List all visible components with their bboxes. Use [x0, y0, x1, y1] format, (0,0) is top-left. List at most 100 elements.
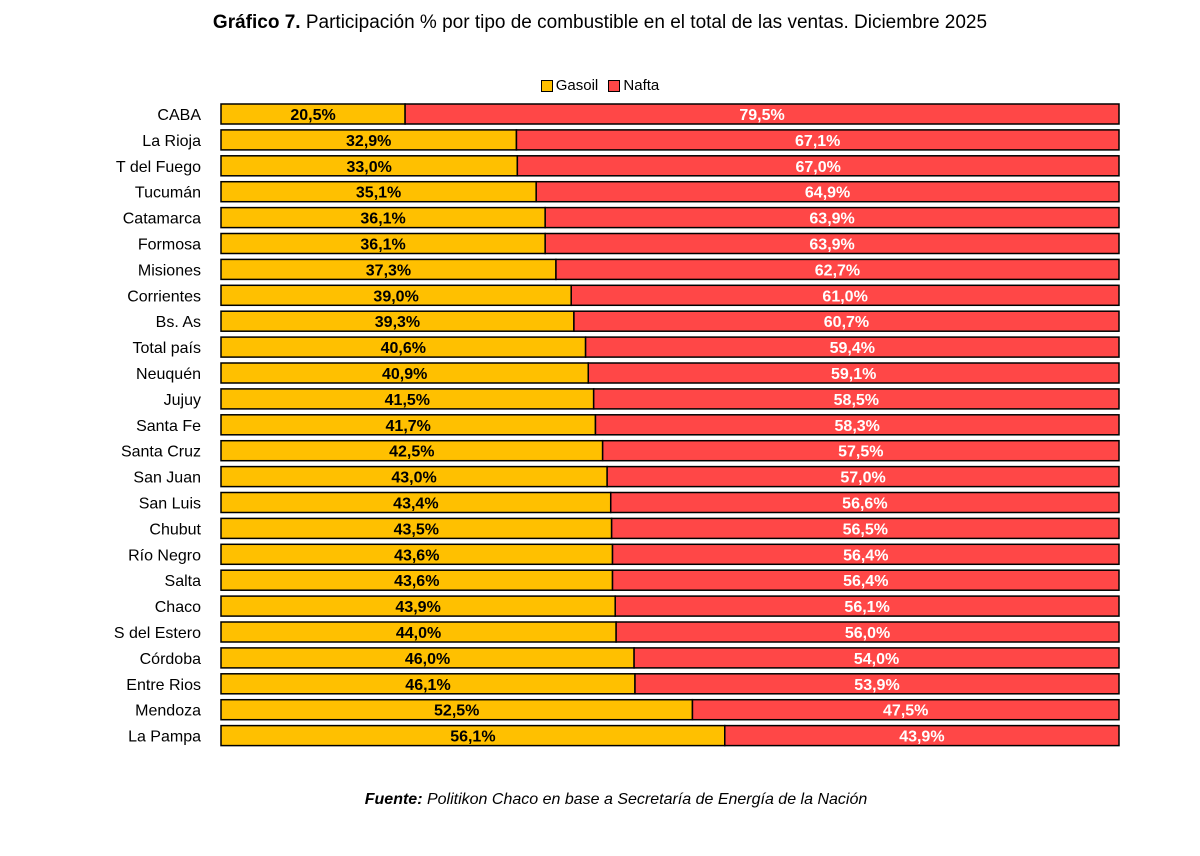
data-label-nafta: 54,0% [854, 651, 899, 668]
category-label: Neuquén [136, 366, 201, 383]
bar-nafta [544, 206, 1120, 229]
data-label-gasoil: 32,9% [346, 133, 391, 150]
bar-nafta [634, 673, 1120, 695]
data-label-nafta: 58,5% [834, 392, 879, 409]
category-label: Santa Fe [136, 418, 201, 435]
data-label-nafta: 62,7% [815, 262, 860, 279]
data-label-nafta: 57,0% [840, 470, 885, 487]
data-label-gasoil: 43,5% [394, 521, 439, 538]
category-label: Entre Rios [126, 677, 201, 694]
data-label-nafta: 67,0% [795, 159, 840, 176]
data-label-gasoil: 41,7% [386, 418, 431, 435]
data-label-gasoil: 41,5% [385, 392, 430, 409]
data-label-nafta: 56,5% [843, 521, 888, 538]
data-label-nafta: 56,4% [843, 547, 888, 564]
category-label: Jujuy [164, 392, 201, 409]
bar-nafta [515, 129, 1120, 151]
data-label-gasoil: 43,6% [394, 547, 439, 564]
data-label-nafta: 61,0% [822, 288, 867, 305]
data-label-nafta: 56,4% [843, 573, 888, 590]
category-label: Córdoba [140, 651, 201, 668]
bar-nafta [606, 465, 1120, 488]
data-label-gasoil: 42,5% [389, 444, 434, 461]
data-label-gasoil: 43,9% [395, 599, 440, 616]
category-label: Chubut [149, 521, 201, 538]
data-label-gasoil: 20,5% [290, 107, 335, 124]
source-text: Politikon Chaco en base a Secretaría de … [422, 791, 868, 808]
chart-title-bold: Gráfico 7. [212, 12, 301, 33]
bar-nafta [609, 491, 1120, 514]
chart-title-text: Participación % por tipo de combustible … [300, 12, 988, 33]
bar-nafta [610, 517, 1120, 540]
category-label: Catamarca [123, 211, 201, 228]
legend-label-nafta: Nafta [623, 77, 660, 94]
bar-nafta [516, 155, 1120, 177]
category-label: La Rioja [142, 133, 201, 150]
data-label-gasoil: 40,9% [382, 366, 427, 383]
category-label: Río Negro [128, 547, 201, 564]
bar-nafta [544, 232, 1120, 255]
bar-nafta [587, 362, 1120, 384]
category-label: Tucumán [135, 185, 201, 202]
category-label: S del Estero [114, 625, 201, 642]
bar-nafta [555, 258, 1120, 281]
category-label: Santa Cruz [121, 444, 201, 461]
category-label: Misiones [138, 262, 201, 279]
data-label-nafta: 56,0% [845, 625, 890, 642]
data-label-gasoil: 44,0% [396, 625, 441, 642]
data-label-gasoil: 39,0% [373, 288, 418, 305]
legend-item-nafta: Nafta [608, 77, 659, 94]
bar-nafta [615, 621, 1120, 643]
category-label: San Luis [139, 496, 201, 513]
data-label-nafta: 47,5% [883, 703, 928, 720]
source-label: Fuente: [364, 791, 423, 808]
bar-nafta [584, 336, 1120, 358]
data-label-nafta: 56,1% [844, 599, 889, 616]
category-label: Mendoza [135, 703, 201, 720]
data-label-gasoil: 43,4% [393, 496, 438, 513]
data-label-gasoil: 43,6% [394, 573, 439, 590]
category-label: San Juan [133, 470, 201, 487]
bar-nafta [570, 284, 1120, 307]
data-label-gasoil: 36,1% [360, 237, 405, 254]
data-label-nafta: 56,6% [842, 496, 887, 513]
bar-nafta [611, 543, 1120, 566]
legend-swatch-nafta [608, 79, 621, 92]
legend-swatch-gasoil [540, 79, 553, 92]
bar-nafta [691, 698, 1120, 721]
data-label-gasoil: 52,5% [434, 703, 479, 720]
data-label-gasoil: 43,0% [391, 470, 436, 487]
data-label-gasoil: 40,6% [381, 340, 426, 357]
data-label-nafta: 43,9% [899, 729, 944, 746]
chart-legend: Gasoil Nafta [0, 77, 1200, 96]
bar-nafta [611, 569, 1120, 591]
data-label-gasoil: 33,0% [346, 159, 391, 176]
data-label-gasoil: 46,1% [405, 677, 450, 694]
data-label-nafta: 53,9% [854, 677, 899, 694]
category-label: Corrientes [127, 288, 201, 305]
category-label: La Pampa [128, 729, 201, 746]
data-label-nafta: 59,4% [830, 340, 875, 357]
bar-nafta [724, 724, 1120, 747]
category-label: Chaco [155, 599, 201, 616]
chart-source: Fuente: Politikon Chaco en base a Secret… [0, 791, 1200, 809]
data-label-nafta: 57,5% [838, 444, 883, 461]
bar-nafta [573, 310, 1120, 332]
data-label-nafta: 67,1% [795, 133, 840, 150]
category-label: Bs. As [156, 314, 201, 331]
data-label-nafta: 59,1% [831, 366, 876, 383]
category-label: Total país [133, 340, 201, 357]
data-label-nafta: 79,5% [739, 107, 784, 124]
chart-title: Gráfico 7. Participación % por tipo de c… [0, 12, 1200, 34]
data-label-nafta: 64,9% [805, 185, 850, 202]
category-label: Formosa [138, 237, 201, 254]
data-label-gasoil: 46,0% [405, 651, 450, 668]
data-label-gasoil: 39,3% [375, 314, 420, 331]
legend-item-gasoil: Gasoil [540, 77, 598, 94]
data-label-gasoil: 36,1% [360, 211, 405, 228]
data-label-gasoil: 37,3% [366, 262, 411, 279]
data-label-gasoil: 35,1% [356, 185, 401, 202]
data-label-gasoil: 56,1% [450, 729, 495, 746]
bar-nafta [594, 414, 1120, 436]
